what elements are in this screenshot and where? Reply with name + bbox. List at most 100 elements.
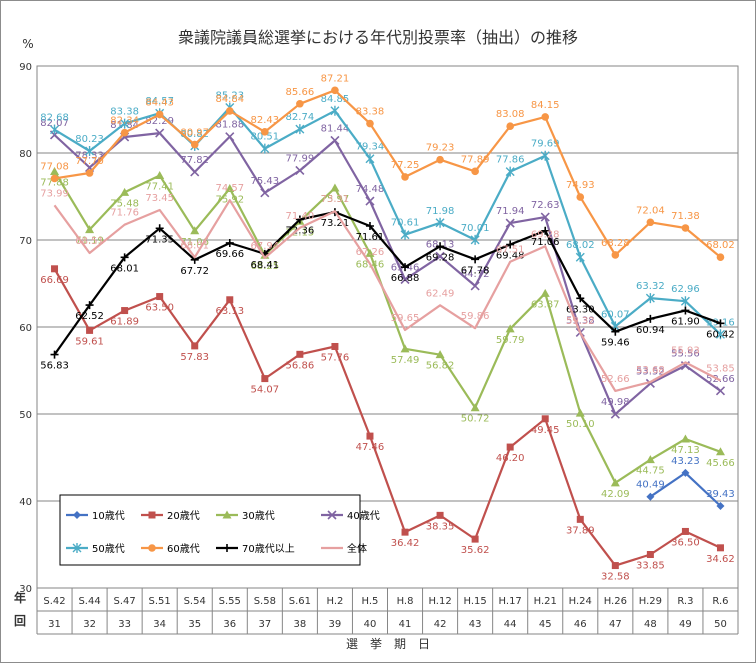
data-label: 72.15 bbox=[286, 227, 315, 238]
legend-item: 10歳代 bbox=[66, 510, 125, 522]
data-point bbox=[716, 544, 724, 552]
data-label: 43.23 bbox=[671, 456, 700, 467]
data-label: 80.51 bbox=[251, 132, 280, 143]
data-label: 56.86 bbox=[286, 360, 315, 371]
data-label: 82.68 bbox=[40, 113, 69, 124]
data-point bbox=[436, 242, 445, 251]
data-label: 59.86 bbox=[461, 311, 490, 322]
data-label: 71.61 bbox=[356, 232, 385, 243]
data-label: 71.06 bbox=[180, 237, 209, 248]
data-label: 73.45 bbox=[145, 193, 174, 204]
session-label: 39 bbox=[329, 619, 342, 630]
data-point bbox=[505, 166, 515, 177]
data-label: 84.57 bbox=[145, 96, 174, 107]
data-label: 74.57 bbox=[215, 183, 244, 194]
data-point bbox=[680, 296, 690, 307]
y-tick-label: 90 bbox=[19, 62, 32, 73]
data-label: 71.98 bbox=[426, 206, 455, 217]
x-tick-label: H.17 bbox=[499, 596, 522, 607]
data-point bbox=[226, 296, 234, 304]
legend-label: 30歳代 bbox=[242, 510, 275, 522]
data-label: 75.48 bbox=[110, 198, 139, 209]
data-point bbox=[471, 167, 479, 176]
data-label: 79.69 bbox=[531, 139, 560, 150]
data-label: 67.94 bbox=[251, 241, 280, 252]
data-label: 71.76 bbox=[110, 208, 139, 219]
data-label: 33.85 bbox=[636, 561, 665, 572]
x-tick-label: H.5 bbox=[362, 596, 379, 607]
data-label: 67.51 bbox=[496, 245, 525, 256]
data-label: 46.20 bbox=[496, 453, 525, 464]
session-label: 36 bbox=[223, 619, 236, 630]
x-tick-label: H.8 bbox=[397, 596, 414, 607]
data-point bbox=[610, 409, 620, 419]
data-label: 82.43 bbox=[251, 115, 280, 126]
data-point bbox=[295, 124, 305, 135]
data-point bbox=[401, 173, 409, 181]
data-label: 67.72 bbox=[180, 266, 209, 277]
data-point bbox=[190, 167, 200, 177]
series-全体: 73.99 68.51 71.76 73.45 68.01 74.57 67.94 71.40… bbox=[40, 183, 735, 392]
data-point bbox=[505, 324, 515, 333]
data-label: 59.79 bbox=[496, 335, 525, 346]
data-label: 70.01 bbox=[461, 223, 490, 234]
data-label: 55.93 bbox=[671, 345, 700, 356]
data-point bbox=[435, 251, 445, 261]
y-tick-label: 70 bbox=[19, 236, 32, 247]
x-tick-label: H.24 bbox=[569, 596, 592, 607]
data-point bbox=[715, 447, 725, 456]
data-label: 77.08 bbox=[40, 161, 69, 172]
data-label: 84.84 bbox=[215, 94, 244, 105]
data-point bbox=[120, 128, 129, 137]
data-label: 61.89 bbox=[110, 317, 139, 328]
data-point bbox=[540, 150, 550, 161]
data-point bbox=[436, 155, 444, 164]
data-label: 71.19 bbox=[75, 236, 104, 247]
data-point bbox=[435, 217, 445, 228]
x-tick-label: S.51 bbox=[149, 596, 171, 607]
data-point bbox=[72, 543, 82, 553]
data-point bbox=[400, 274, 410, 285]
data-point bbox=[575, 252, 585, 263]
x-tick-label: S.54 bbox=[184, 596, 206, 607]
data-point bbox=[646, 218, 655, 227]
legend-item: 20歳代 bbox=[141, 510, 200, 522]
y-tick-label: 60 bbox=[19, 323, 32, 334]
legend-label: 全体 bbox=[347, 542, 367, 555]
legend-label: 10歳代 bbox=[92, 510, 125, 522]
legend-item: 30歳代 bbox=[216, 510, 275, 522]
data-point bbox=[366, 432, 374, 440]
x-tick-label: S.55 bbox=[219, 596, 241, 607]
data-point bbox=[191, 342, 199, 350]
session-label: 33 bbox=[118, 619, 131, 630]
data-label: 72.63 bbox=[531, 200, 560, 211]
data-point bbox=[401, 263, 410, 272]
data-label: 69.28 bbox=[426, 252, 455, 263]
session-label: 32 bbox=[83, 619, 96, 630]
data-point bbox=[222, 510, 232, 519]
data-label: 60.42 bbox=[706, 329, 735, 340]
data-label: 38.35 bbox=[426, 521, 455, 532]
data-point bbox=[645, 293, 655, 304]
data-label: 82.34 bbox=[110, 116, 139, 127]
session-label: 37 bbox=[258, 619, 271, 630]
data-label: 71.94 bbox=[496, 206, 525, 217]
data-point bbox=[148, 544, 156, 552]
data-label: 53.52 bbox=[636, 366, 665, 377]
data-point bbox=[225, 238, 234, 247]
x-tick-label: S.42 bbox=[43, 596, 65, 607]
data-point bbox=[716, 319, 725, 328]
data-label: 85.66 bbox=[286, 87, 315, 98]
data-label: 62.49 bbox=[426, 288, 455, 299]
data-point bbox=[85, 145, 95, 156]
session-label: 44 bbox=[504, 619, 517, 630]
data-point bbox=[86, 326, 94, 334]
data-label: 83.38 bbox=[110, 107, 139, 118]
data-point bbox=[541, 415, 549, 423]
session-label: 35 bbox=[188, 619, 201, 630]
data-point bbox=[400, 344, 410, 353]
data-label: 63.13 bbox=[215, 306, 244, 317]
data-label: 67.78 bbox=[461, 265, 490, 276]
